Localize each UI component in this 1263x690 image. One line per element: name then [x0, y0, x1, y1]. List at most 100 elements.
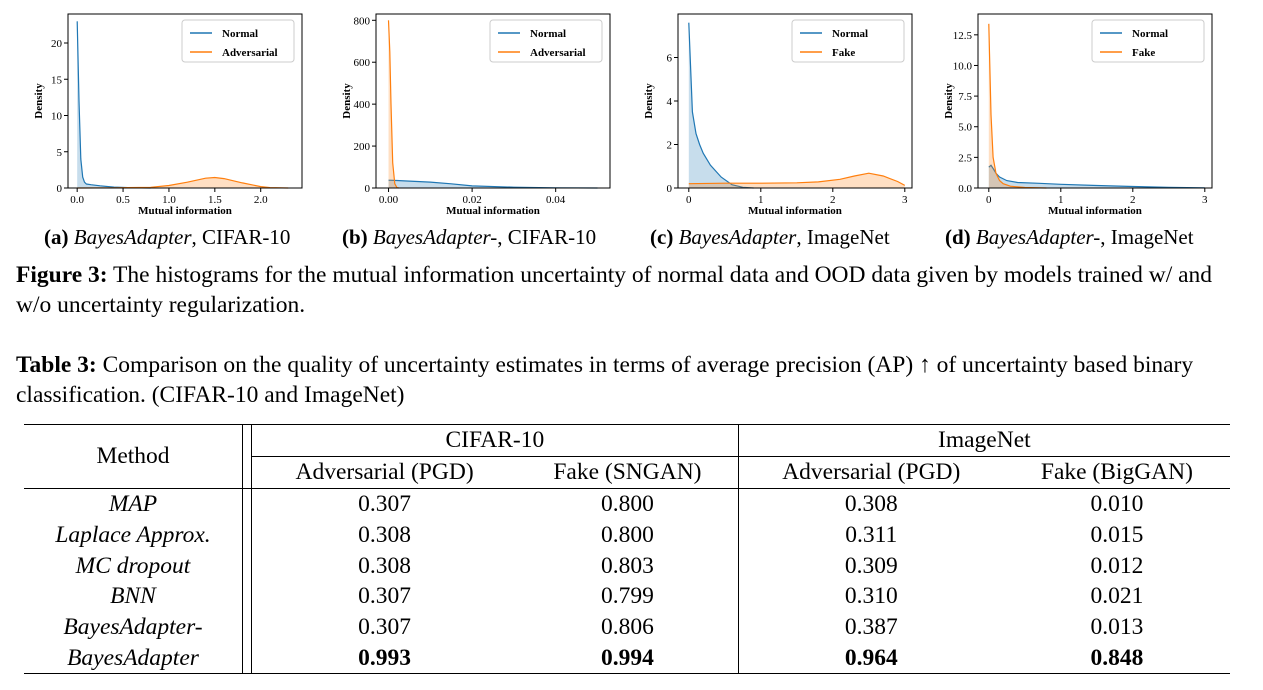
y-tick-label: 800: [354, 15, 371, 27]
y-tick-label: 400: [354, 99, 371, 111]
x-axis-label: Mutual information: [1048, 205, 1142, 217]
y-tick-label: 0: [365, 183, 371, 195]
x-tick-label: 0.00: [379, 194, 399, 206]
x-axis-label: Mutual information: [446, 205, 540, 217]
method-cell: MC dropout: [75, 552, 191, 579]
legend-label: Adversarial: [530, 47, 586, 59]
x-tick-label: 0.0: [70, 194, 84, 206]
value-cell: 0.803: [600, 552, 654, 579]
series-fill-adversarial: [388, 20, 399, 188]
value-cell: 0.015: [1090, 521, 1144, 548]
y-tick-label: 0: [57, 183, 63, 195]
y-tick-label: 0: [667, 183, 673, 195]
figure-caption: Figure 3: The histograms for the mutual …: [16, 260, 1251, 320]
value-cell: 0.010: [1090, 490, 1144, 517]
method-cell: BayesAdapter-: [63, 614, 203, 641]
y-tick-label: 200: [354, 141, 371, 153]
value-cell: 0.013: [1090, 614, 1144, 641]
column-header: Adversarial (PGD): [251, 456, 518, 489]
subcaption-b: (b) BayesAdapter-, CIFAR-10: [342, 225, 596, 250]
double-rule: [242, 611, 252, 643]
y-tick-label: 12.5: [953, 30, 973, 42]
table-row: BayesAdapter 0.993 0.994 0.964 0.848: [24, 642, 1230, 675]
subcaption-model: BayesAdapter: [73, 225, 192, 249]
x-tick-label: 2.0: [254, 194, 268, 206]
method-cell: BNN: [110, 583, 156, 610]
subcaption-label: (a): [44, 225, 69, 249]
value-cell: 0.310: [737, 580, 1004, 612]
y-axis-label: Density: [943, 83, 955, 119]
y-tick-label: 6: [667, 53, 673, 65]
subcaption-dataset: , ImageNet: [796, 225, 890, 249]
results-table: Method CIFAR-10 ImageNet Adversarial (PG…: [24, 424, 1230, 675]
x-axis-label: Mutual information: [138, 205, 232, 217]
subcaption-label: (d): [945, 225, 971, 249]
subcaption-model: BayesAdapter-: [372, 225, 498, 249]
legend-label: Normal: [222, 28, 258, 40]
x-tick-label: 1: [1058, 194, 1064, 206]
method-cell: BayesAdapter: [24, 642, 243, 675]
value-cell: 0.800: [600, 521, 654, 548]
value-cell-best: 0.993: [251, 642, 518, 675]
x-tick-label: 1.5: [208, 194, 222, 206]
subcaption-dataset: , CIFAR-10: [191, 225, 291, 249]
value-cell: 0.311: [737, 519, 1004, 551]
y-tick-label: 5.0: [958, 122, 972, 134]
series-line-normal: [688, 22, 754, 189]
series-line-normal: [988, 164, 1205, 189]
double-rule: [242, 424, 252, 489]
y-tick-label: 5: [57, 147, 63, 159]
x-tick-label: 3: [1202, 194, 1208, 206]
value-cell: 0.309: [737, 550, 1004, 581]
y-tick-label: 10.0: [953, 60, 973, 72]
table-header-row: Method CIFAR-10 ImageNet: [24, 424, 1230, 489]
legend-label: Normal: [530, 28, 566, 40]
method-header: Method: [24, 424, 243, 489]
value-cell: 0.308: [737, 488, 1004, 520]
series-line-fake: [988, 23, 1047, 189]
value-cell: 0.012: [1090, 552, 1144, 579]
density-chart-d: 0 1 2 3 0.0 2.5 5.0 7.5 10.0 12.5 Mutual informati…: [943, 13, 1213, 217]
figure-caption-label: Figure 3:: [16, 262, 108, 288]
series-line-normal: [76, 21, 151, 189]
double-rule: [242, 642, 252, 675]
y-tick-label: 15: [51, 74, 63, 86]
subcaption-a: (a) BayesAdapter, CIFAR-10: [44, 225, 290, 250]
x-tick-label: 0.02: [462, 194, 481, 206]
series-fill-fake: [988, 23, 1047, 188]
value-cell: 0.021: [1090, 583, 1144, 610]
table-caption-text: Comparison on the quality of uncertainty…: [16, 352, 1194, 408]
y-axis-label: Density: [33, 83, 45, 119]
value-cell: 0.800: [600, 490, 654, 517]
legend-label: Adversarial: [222, 47, 278, 59]
x-tick-label: 2: [1130, 194, 1136, 206]
subcaption-model: BayesAdapter-: [975, 225, 1101, 249]
y-tick-label: 4: [667, 96, 673, 108]
density-chart-a: 0.0 0.5 1.0 1.5 2.0 0 5 10 15 20 Mutual informatio…: [33, 13, 303, 217]
table-row: BayesAdapter- 0.307 0.806 0.387 0.013: [24, 611, 1230, 643]
value-cell: 0.387: [737, 611, 1004, 643]
subcaption-dataset: , ImageNet: [1100, 225, 1194, 249]
column-header: Fake (SNGAN): [517, 456, 739, 489]
value-cell-best: 0.848: [1003, 642, 1230, 675]
table-row: BNN 0.307 0.799 0.310 0.021: [24, 580, 1230, 612]
method-cell: MAP: [108, 490, 158, 517]
series-fill-normal: [77, 21, 151, 188]
double-rule: [242, 488, 252, 520]
plot-frame: [67, 13, 303, 189]
y-tick-label: 20: [51, 38, 63, 50]
x-axis-label: Mutual information: [748, 205, 842, 217]
value-cell: 0.307: [358, 490, 411, 517]
chart-panel-b: 0.00 0.02 0.04 0 200 400 600 800 Mutual informat…: [318, 8, 618, 218]
subcaption-label: (b): [342, 225, 368, 249]
series-line-fake: [688, 172, 906, 186]
subcaption-label: (c): [650, 225, 674, 249]
density-chart-b: 0.00 0.02 0.04 0 200 400 600 800 Mutual informat…: [341, 13, 611, 217]
y-axis-label: Density: [643, 83, 655, 119]
series-fill-normal: [688, 22, 754, 189]
y-tick-label: 7.5: [958, 91, 972, 103]
chart-panel-c: 0 1 2 3 0 2 4 6 Mutual information Density Normal F…: [620, 8, 920, 218]
x-tick-label: 1: [758, 194, 764, 206]
x-tick-label: 2: [830, 194, 836, 206]
group-header-cifar: CIFAR-10: [251, 424, 739, 457]
